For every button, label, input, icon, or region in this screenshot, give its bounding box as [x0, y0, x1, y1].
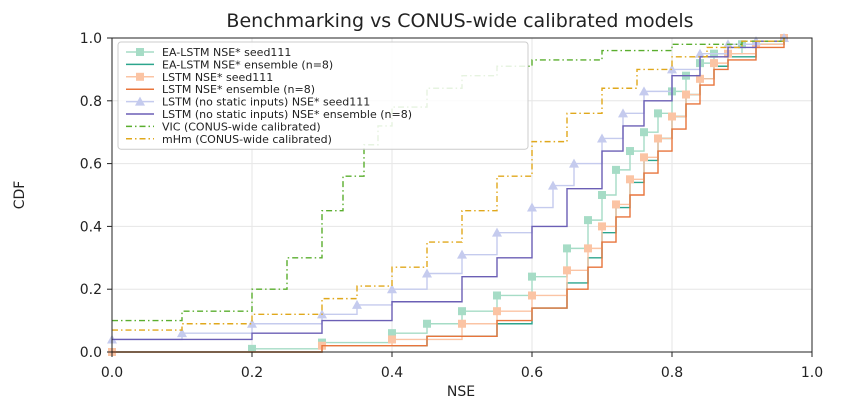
data-point	[352, 299, 362, 309]
series-mhm-conus-wide-calibrated	[112, 38, 785, 331]
data-point	[598, 222, 606, 231]
axis-ticks: 0.0 0.2 0.4 0.6 0.8 1.0 0.0 0.2 0.4 0.6 0.8 1.0	[80, 31, 823, 381]
series-lstm-nse-ensemble-n-8	[112, 38, 785, 353]
data-point	[626, 175, 634, 184]
data-point	[527, 202, 537, 212]
y-tick-label: 0.6	[80, 157, 102, 173]
y-tick-label: 1.0	[80, 31, 102, 47]
data-point	[457, 249, 467, 259]
data-point	[618, 108, 628, 118]
data-point	[563, 244, 571, 253]
data-point	[612, 200, 620, 209]
legend-item: LSTM NSE* ensemble (n=8)	[126, 83, 315, 96]
data-point	[422, 268, 432, 278]
data-point	[696, 74, 704, 83]
data-point	[493, 307, 501, 316]
data-point	[640, 128, 648, 137]
series-vic-conus-wide-calibrated	[112, 38, 785, 322]
legend-marker	[135, 96, 145, 106]
series-line	[112, 38, 785, 331]
legend-label: EA-LSTM NSE* seed111	[162, 46, 291, 59]
x-tick-label: 0.0	[101, 365, 123, 381]
data-point	[423, 319, 431, 328]
legend-label: mHm (CONUS-wide calibrated)	[162, 133, 332, 146]
x-tick-label: 0.6	[521, 365, 543, 381]
data-point	[654, 134, 662, 143]
data-point	[492, 227, 502, 237]
data-point	[682, 90, 690, 99]
data-point	[387, 284, 397, 294]
series-line	[112, 38, 785, 341]
legend-label: LSTM (no static inputs) NSE* ensemble (n…	[162, 108, 412, 121]
x-tick-label: 1.0	[801, 365, 823, 381]
y-tick-label: 0.0	[80, 345, 102, 361]
series-lstm-no-static-inputs-nse-ensemble-n-8	[112, 38, 785, 341]
data-point	[177, 328, 187, 338]
data-point	[528, 272, 536, 281]
data-point	[640, 153, 648, 162]
data-point	[598, 191, 606, 199]
legend-marker	[136, 48, 144, 56]
x-tick-label: 0.8	[661, 365, 683, 381]
legend-item: VIC (CONUS-wide calibrated)	[126, 120, 321, 133]
data-point	[548, 180, 558, 190]
legend-label: EA-LSTM NSE* ensemble (n=8)	[162, 58, 333, 71]
legend-label: LSTM NSE* seed111	[162, 71, 273, 84]
data-point	[247, 318, 257, 328]
legend-item: EA-LSTM NSE* ensemble (n=8)	[126, 58, 333, 71]
data-point	[639, 86, 649, 96]
x-tick-label: 0.4	[381, 365, 403, 381]
plot-frame	[111, 37, 813, 353]
legend-item: mHm (CONUS-wide calibrated)	[126, 133, 332, 146]
x-tick-label: 0.2	[241, 365, 263, 381]
legend-item: EA-LSTM NSE* seed111	[126, 46, 291, 59]
legend-label: LSTM (no static inputs) NSE* seed111	[162, 96, 370, 109]
data-point	[493, 291, 501, 300]
legend-box	[117, 41, 529, 150]
data-point	[626, 147, 634, 156]
y-tick-label: 0.4	[80, 219, 102, 235]
data-point	[668, 112, 676, 121]
data-point	[248, 344, 256, 353]
data-point	[388, 335, 396, 344]
y-axis-label: CDF	[12, 181, 28, 210]
data-point	[710, 59, 718, 68]
legend-marker	[136, 72, 144, 81]
data-point	[569, 158, 579, 168]
legend-label: VIC (CONUS-wide calibrated)	[162, 120, 321, 133]
chart-title: Benchmarking vs CONUS-wide calibrated mo…	[226, 10, 693, 32]
legend-item: LSTM NSE* seed111	[126, 71, 273, 84]
data-point	[388, 329, 396, 338]
x-axis-label: NSE	[447, 384, 475, 400]
series-line	[112, 38, 785, 322]
data-point	[667, 64, 677, 74]
data-point	[695, 48, 705, 58]
data-point	[584, 216, 592, 225]
series-line	[112, 38, 785, 353]
data-point	[654, 109, 662, 118]
data-point	[612, 165, 620, 174]
series-layer	[107, 33, 789, 356]
legend-item: LSTM (no static inputs) NSE* ensemble (n…	[126, 108, 412, 121]
data-point	[528, 291, 536, 300]
y-tick-label: 0.8	[80, 94, 102, 110]
data-point	[584, 244, 592, 253]
data-point	[563, 266, 571, 275]
legend-label: LSTM NSE* ensemble (n=8)	[162, 83, 315, 96]
data-point	[458, 319, 466, 328]
data-point	[597, 133, 607, 143]
legend-item: LSTM (no static inputs) NSE* seed111	[126, 96, 370, 109]
y-tick-label: 0.2	[80, 282, 102, 298]
data-point	[458, 307, 466, 316]
